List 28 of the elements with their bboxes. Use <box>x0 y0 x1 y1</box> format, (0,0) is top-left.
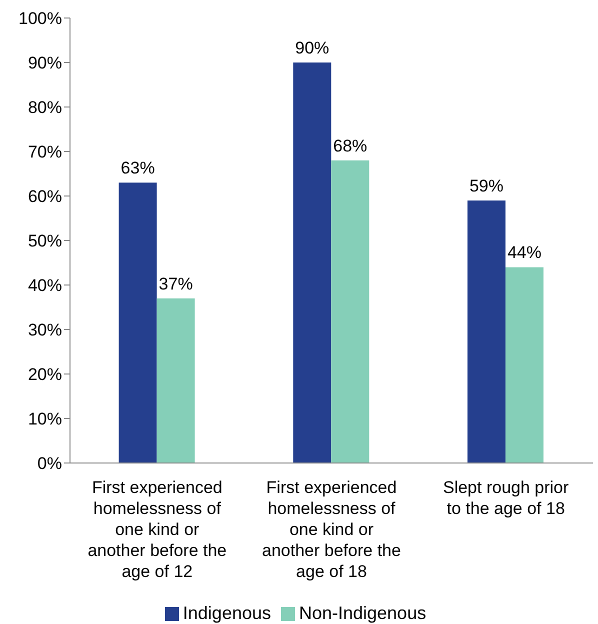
y-tick-label: 80% <box>28 98 62 118</box>
y-tick-label: 100% <box>18 9 62 28</box>
data-label: 37% <box>158 274 193 294</box>
data-label: 59% <box>469 176 504 196</box>
y-tick-label: 0% <box>37 454 62 474</box>
legend-label: Non-Indigenous <box>298 603 426 623</box>
data-label: 90% <box>295 38 330 58</box>
y-tick-label: 40% <box>28 276 62 296</box>
bar <box>505 267 544 463</box>
bar <box>293 62 332 463</box>
bar <box>331 160 370 463</box>
y-tick-label: 60% <box>28 187 62 206</box>
bar <box>118 182 157 463</box>
y-tick-label: 10% <box>28 410 62 429</box>
x-tick-label: Slept rough prior to the age of 18 <box>442 478 570 518</box>
data-label: 68% <box>333 136 368 156</box>
x-tick-label: First experienced homelessness of one kind or another before the age of 18 <box>262 478 401 581</box>
y-tick-label: 30% <box>28 320 62 340</box>
y-tick-label: 70% <box>28 142 62 162</box>
x-tick-label: First experienced homelessness of one kind or another before the age of 12 <box>88 478 227 581</box>
y-tick-label: 50% <box>28 232 62 251</box>
data-label: 63% <box>120 158 155 178</box>
bar <box>467 200 506 463</box>
data-label: 44% <box>507 243 542 262</box>
bar <box>156 298 195 463</box>
y-tick-label: 90% <box>28 54 62 73</box>
y-tick-label: 20% <box>28 365 62 384</box>
legend-label: Indigenous <box>182 603 271 623</box>
